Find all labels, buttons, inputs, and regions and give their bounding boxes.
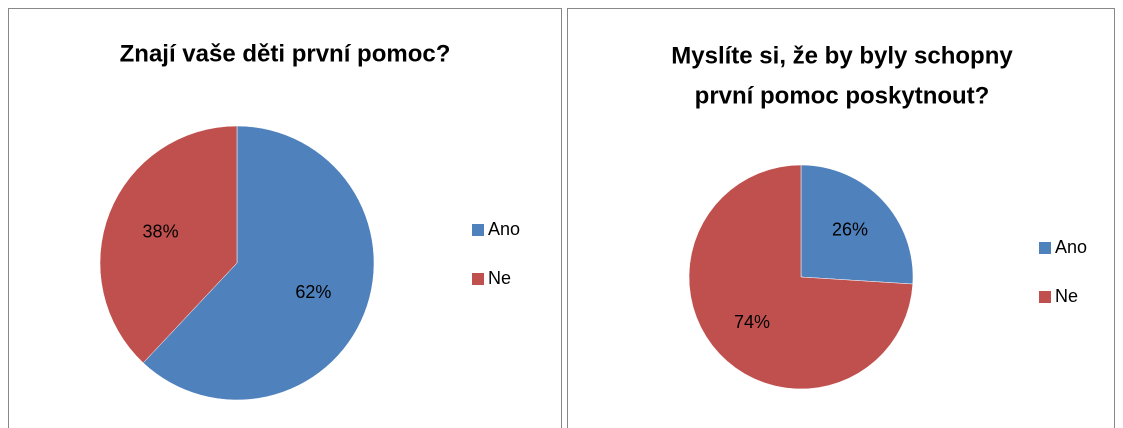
data-label: 74% — [734, 312, 770, 332]
panel-border — [8, 8, 562, 428]
pie-slice — [99, 125, 238, 364]
panel-border — [567, 8, 1115, 428]
data-label: 62% — [295, 282, 331, 302]
pie-slice — [142, 125, 375, 401]
legend-swatch — [1039, 291, 1051, 303]
chart-title: Myslíte si, že by byly schopny — [671, 42, 1013, 69]
legend-label: Ano — [1055, 237, 1087, 257]
legend-swatch — [1039, 242, 1051, 254]
legend-label: Ne — [1055, 286, 1078, 306]
legend-swatch — [472, 224, 484, 236]
data-label: 26% — [832, 220, 868, 240]
chart-title: první pomoc poskytnout? — [695, 82, 990, 109]
data-label: 38% — [143, 221, 179, 241]
chart-title: Znají vaše děti první pomoc? — [120, 40, 451, 67]
legend-label: Ano — [488, 219, 520, 239]
pie-slice — [800, 164, 914, 285]
legend-swatch — [472, 273, 484, 285]
legend-label: Ne — [488, 268, 511, 288]
pie-slice — [688, 164, 914, 390]
